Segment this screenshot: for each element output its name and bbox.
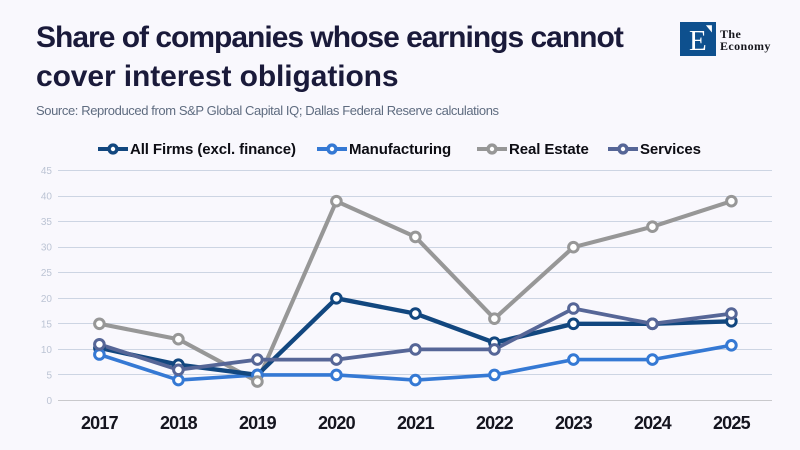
svg-text:0: 0 [46,396,52,407]
svg-text:20: 20 [41,294,53,305]
svg-text:5: 5 [46,370,52,381]
svg-text:E: E [689,25,707,56]
svg-text:40: 40 [41,192,53,203]
svg-text:45: 45 [41,166,53,177]
svg-text:25: 25 [41,268,53,279]
svg-text:15: 15 [41,319,53,330]
svg-text:10: 10 [41,345,53,356]
svg-text:30: 30 [41,243,53,254]
svg-text:35: 35 [41,217,53,228]
